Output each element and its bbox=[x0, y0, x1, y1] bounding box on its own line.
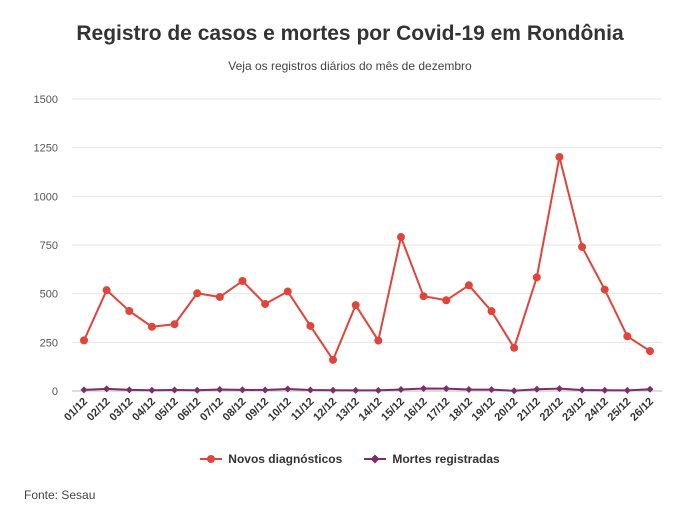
data-point bbox=[351, 301, 360, 310]
x-tick-label: 02/12 bbox=[85, 396, 113, 424]
x-tick-label: 24/12 bbox=[583, 396, 611, 424]
legend-marker-circle-icon bbox=[200, 455, 223, 463]
y-tick-label: 1500 bbox=[34, 94, 58, 106]
x-tick-label: 03/12 bbox=[107, 396, 135, 424]
data-point bbox=[284, 385, 292, 393]
data-point bbox=[125, 306, 134, 315]
chart-subtitle: Veja os registros diários do mês de deze… bbox=[228, 59, 472, 73]
data-point bbox=[532, 273, 541, 282]
data-point bbox=[464, 281, 473, 290]
x-tick-label: 17/12 bbox=[424, 396, 452, 424]
data-point bbox=[487, 307, 496, 316]
data-point bbox=[374, 386, 382, 394]
data-point bbox=[125, 386, 133, 394]
y-tick-label: 0 bbox=[52, 386, 58, 398]
x-tick-label: 09/12 bbox=[243, 396, 271, 424]
data-point bbox=[238, 386, 246, 394]
x-tick-label: 16/12 bbox=[402, 396, 430, 424]
x-tick-label: 18/12 bbox=[447, 396, 475, 424]
legend-label: Novos diagnósticos bbox=[228, 452, 343, 466]
legend-item-novos-diagnosticos[interactable]: Novos diagnósticos bbox=[200, 452, 342, 466]
data-point bbox=[170, 320, 179, 329]
data-point bbox=[80, 336, 88, 345]
data-point bbox=[646, 347, 654, 356]
x-tick-label: 12/12 bbox=[311, 396, 339, 424]
x-tick-label: 20/12 bbox=[492, 396, 520, 424]
data-point bbox=[555, 385, 563, 393]
x-tick-label: 01/12 bbox=[62, 396, 90, 424]
series-line-novos-diagnosticos bbox=[83, 156, 651, 361]
data-point bbox=[329, 355, 338, 364]
x-tick-label: 14/12 bbox=[356, 396, 384, 424]
data-point bbox=[102, 286, 111, 295]
data-point bbox=[306, 321, 315, 330]
x-tick-label: 06/12 bbox=[175, 396, 203, 424]
data-point bbox=[465, 385, 473, 393]
data-point bbox=[601, 386, 609, 394]
x-tick-label: 15/12 bbox=[379, 396, 407, 424]
data-point bbox=[420, 384, 428, 392]
data-point bbox=[238, 277, 247, 286]
data-point bbox=[419, 292, 428, 301]
legend-label: Mortes registradas bbox=[392, 452, 500, 466]
x-tick-label: 07/12 bbox=[198, 396, 226, 424]
y-tick-label: 1000 bbox=[34, 191, 58, 203]
data-point bbox=[216, 385, 224, 393]
data-point bbox=[533, 385, 541, 393]
chart-title: Registro de casos e mortes por Covid-19 … bbox=[76, 22, 624, 45]
data-point bbox=[80, 386, 88, 394]
legend-marker-diamond-icon bbox=[364, 454, 387, 464]
data-point bbox=[171, 386, 179, 394]
data-point bbox=[578, 242, 587, 251]
data-point bbox=[147, 322, 156, 331]
data-point bbox=[329, 386, 337, 394]
x-tick-label: 25/12 bbox=[606, 396, 634, 424]
x-tick-label: 11/12 bbox=[289, 396, 317, 424]
source-note: Fonte: Sesau bbox=[24, 488, 96, 502]
data-point bbox=[510, 387, 518, 395]
data-point bbox=[510, 343, 519, 352]
x-tick-label: 23/12 bbox=[560, 396, 588, 424]
data-point bbox=[374, 336, 383, 345]
x-tick-label: 10/12 bbox=[266, 396, 294, 424]
data-point bbox=[646, 385, 654, 393]
data-point bbox=[623, 332, 632, 341]
data-point bbox=[261, 386, 269, 394]
data-point bbox=[397, 385, 405, 393]
x-tick-label: 13/12 bbox=[334, 396, 362, 424]
data-point bbox=[261, 299, 270, 308]
data-point bbox=[193, 289, 202, 298]
data-point bbox=[215, 292, 224, 301]
x-tick-label: 08/12 bbox=[221, 396, 249, 424]
data-point bbox=[352, 386, 360, 394]
data-point bbox=[306, 386, 314, 394]
y-tick-label: 750 bbox=[40, 240, 58, 252]
data-point bbox=[396, 233, 405, 242]
y-tick-label: 500 bbox=[40, 289, 58, 301]
x-tick-label: 21/12 bbox=[515, 396, 543, 424]
data-point bbox=[283, 287, 292, 296]
data-point bbox=[488, 386, 496, 394]
data-point bbox=[103, 385, 111, 393]
x-tick-label: 26/12 bbox=[628, 396, 656, 424]
data-point bbox=[148, 386, 156, 394]
data-point bbox=[442, 385, 450, 393]
series-line-mortes-registradas bbox=[83, 387, 651, 392]
x-tick-label: 19/12 bbox=[470, 396, 498, 424]
data-point bbox=[442, 296, 451, 305]
y-tick-label: 250 bbox=[40, 337, 58, 349]
x-tick-label: 22/12 bbox=[538, 396, 566, 424]
legend-item-mortes-registradas[interactable]: Mortes registradas bbox=[364, 452, 500, 466]
data-point bbox=[555, 153, 564, 162]
y-tick-label: 1250 bbox=[34, 143, 58, 155]
data-point bbox=[623, 386, 631, 394]
legend: Novos diagnósticos Mortes registradas bbox=[0, 452, 700, 466]
x-tick-label: 05/12 bbox=[153, 396, 181, 424]
data-point bbox=[600, 285, 609, 294]
data-point bbox=[578, 386, 586, 394]
data-point bbox=[193, 386, 201, 394]
x-tick-label: 04/12 bbox=[130, 396, 158, 424]
